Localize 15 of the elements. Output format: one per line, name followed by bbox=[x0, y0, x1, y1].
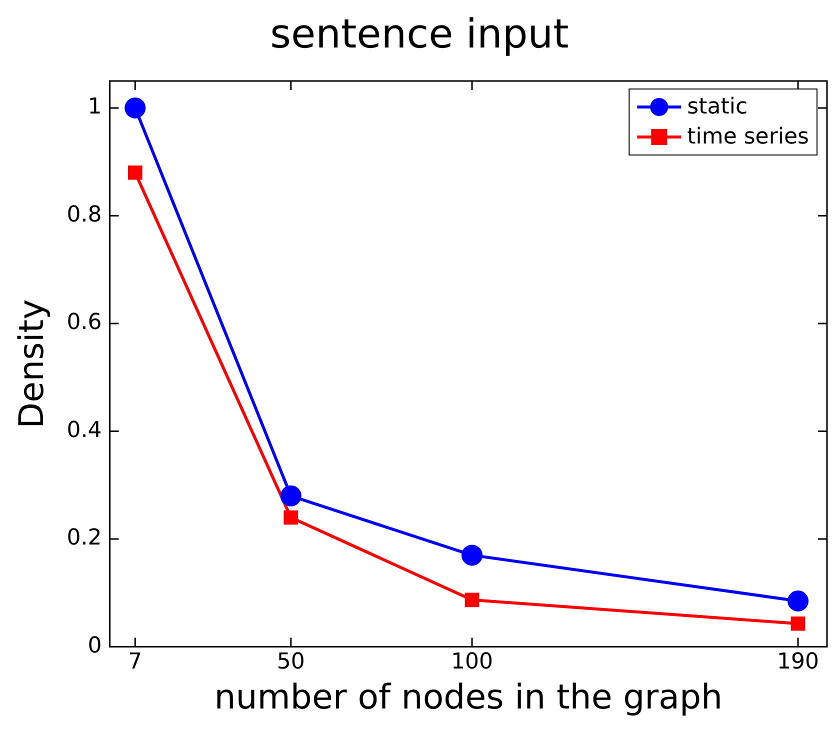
y-tick-label: 0.2 bbox=[66, 526, 102, 551]
legend-label: static bbox=[687, 94, 748, 120]
y-axis-title: Density bbox=[12, 299, 52, 429]
y-tick-label: 0.6 bbox=[66, 310, 102, 336]
x-tick-label: 190 bbox=[777, 650, 820, 675]
x-tick-label: 50 bbox=[276, 650, 305, 675]
x-axis-title: number of nodes in the graph bbox=[214, 677, 723, 718]
x-tick-label: 7 bbox=[128, 650, 142, 675]
y-tick-label: 1 bbox=[88, 94, 102, 120]
legend-label: time series bbox=[687, 124, 810, 150]
y-tick-label: 0 bbox=[88, 634, 102, 659]
chart-title: sentence input bbox=[270, 11, 569, 58]
x-tick-label: 100 bbox=[451, 650, 494, 675]
y-tick-label: 0.8 bbox=[66, 202, 102, 228]
y-tick-label: 0.4 bbox=[66, 418, 102, 443]
